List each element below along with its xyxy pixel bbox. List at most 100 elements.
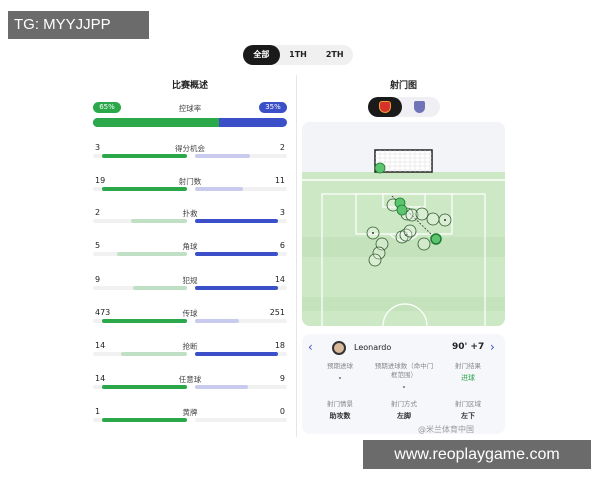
detail-label: 预期进球 bbox=[327, 362, 353, 370]
away-bar bbox=[195, 252, 278, 256]
home-bar bbox=[132, 286, 187, 290]
home-track bbox=[93, 352, 187, 356]
away-team-crest-icon[interactable] bbox=[414, 101, 425, 113]
home-track bbox=[93, 154, 187, 158]
home-bar bbox=[102, 154, 187, 158]
shot-detail-item: 射门结果 进球 bbox=[438, 362, 498, 383]
shot-detail-item: 预期进球 - bbox=[310, 362, 370, 383]
stat-row: 3 得分机会 2 bbox=[93, 143, 287, 173]
home-track bbox=[93, 219, 187, 223]
home-track bbox=[93, 385, 187, 389]
home-bar bbox=[102, 418, 187, 422]
home-possession: 65% bbox=[93, 102, 121, 113]
shot-marker bbox=[426, 212, 440, 226]
stat-row: 2 扑救 3 bbox=[93, 208, 287, 238]
home-bar bbox=[121, 352, 187, 356]
away-track bbox=[195, 219, 287, 223]
divider bbox=[296, 75, 297, 437]
shot-detail-card: ‹ Leonardo 90' +7 › 预期进球 - 预期进球数（命中门框范围） - 射… bbox=[302, 334, 505, 434]
shot-marker bbox=[403, 224, 417, 238]
home-value: 5 bbox=[95, 241, 101, 250]
stat-row: 9 犯规 14 bbox=[93, 275, 287, 305]
shot-detail-item: 射门情景 助攻数 bbox=[310, 400, 370, 421]
tab-1th[interactable]: 1TH bbox=[289, 50, 307, 59]
home-value: 14 bbox=[95, 341, 106, 350]
detail-value: 左下 bbox=[461, 412, 475, 420]
home-value: 473 bbox=[95, 308, 111, 317]
detail-value: 助攻数 bbox=[329, 412, 351, 420]
stat-row: 14 抢断 18 bbox=[93, 341, 287, 371]
shot-marker bbox=[372, 246, 386, 260]
stat-label: 扑救 bbox=[182, 209, 198, 218]
shot-on-target-dot bbox=[444, 219, 446, 221]
detail-label: 射门方式 bbox=[391, 400, 417, 408]
shot-map-pitch bbox=[302, 122, 505, 326]
next-shot-chevron-icon[interactable]: › bbox=[490, 340, 495, 354]
watermark-bottom: www.reoplaygame.com bbox=[363, 440, 591, 469]
home-team-button[interactable] bbox=[368, 97, 402, 117]
stat-label: 得分机会 bbox=[175, 144, 205, 153]
away-track bbox=[195, 319, 287, 323]
shotmap-title: 射门图 bbox=[389, 81, 417, 91]
home-track bbox=[93, 187, 187, 191]
shot-on-target-dot bbox=[372, 232, 374, 234]
stat-label: 射门数 bbox=[178, 177, 202, 186]
home-bar bbox=[102, 385, 187, 389]
away-track bbox=[195, 352, 287, 356]
away-track bbox=[195, 418, 287, 422]
possession-bar bbox=[93, 118, 287, 127]
tab-all[interactable]: 全部 bbox=[243, 45, 280, 65]
away-value: 6 bbox=[279, 241, 285, 250]
away-bar bbox=[195, 219, 278, 223]
detail-label: 射门结果 bbox=[455, 362, 481, 370]
detail-label: 射门情景 bbox=[327, 400, 353, 408]
away-track bbox=[195, 252, 287, 256]
shot-detail-item: 射门区域 左下 bbox=[438, 400, 498, 421]
grass-stripe bbox=[302, 237, 505, 257]
away-possession: 35% bbox=[259, 102, 287, 113]
team-toggle bbox=[368, 97, 440, 117]
home-value: 19 bbox=[95, 176, 106, 185]
home-track bbox=[93, 252, 187, 256]
period-tabs: 全部 1TH 2TH bbox=[243, 45, 353, 65]
detail-value: - bbox=[338, 374, 342, 382]
away-value: 3 bbox=[279, 208, 285, 217]
stat-label: 抢断 bbox=[182, 342, 198, 351]
away-bar bbox=[195, 385, 249, 389]
away-value: 18 bbox=[274, 341, 285, 350]
stat-row: 19 射门数 11 bbox=[93, 176, 287, 206]
weibo-watermark: @米兰体育中国 bbox=[418, 425, 474, 434]
home-value: 1 bbox=[95, 407, 101, 416]
shot-time: 90' +7 bbox=[452, 342, 485, 352]
home-bar bbox=[130, 219, 187, 223]
goal-shot-marker bbox=[374, 162, 386, 174]
away-value: 9 bbox=[279, 374, 285, 383]
away-value: 0 bbox=[279, 407, 285, 416]
home-bar bbox=[102, 319, 187, 323]
home-team-crest-icon bbox=[379, 101, 391, 113]
player-name: Leonardo bbox=[354, 343, 392, 352]
goal-shot-marker bbox=[430, 233, 442, 245]
stat-row: 5 角球 6 bbox=[93, 241, 287, 271]
away-track bbox=[195, 286, 287, 290]
overview-title: 比赛概述 bbox=[171, 81, 208, 91]
goal-frame bbox=[374, 149, 433, 173]
shot-marker bbox=[415, 207, 429, 221]
possession-label: 控球率 bbox=[178, 104, 202, 113]
home-track bbox=[93, 319, 187, 323]
home-value: 9 bbox=[95, 275, 101, 284]
goal-shot-marker bbox=[396, 204, 408, 216]
home-bar bbox=[102, 187, 187, 191]
away-bar bbox=[195, 286, 278, 290]
possession-home-fill bbox=[93, 118, 220, 127]
stat-row: 14 任意球 9 bbox=[93, 374, 287, 404]
watermark-top: TG: MYYJJPP bbox=[8, 11, 149, 39]
shot-marker bbox=[417, 237, 431, 251]
stat-label: 传球 bbox=[182, 309, 198, 318]
shot-marker bbox=[368, 253, 382, 267]
home-value: 2 bbox=[95, 208, 101, 217]
prev-shot-chevron-icon[interactable]: ‹ bbox=[308, 340, 313, 354]
center-circle bbox=[382, 303, 428, 326]
tab-2th[interactable]: 2TH bbox=[325, 50, 344, 59]
home-bar bbox=[116, 252, 187, 256]
